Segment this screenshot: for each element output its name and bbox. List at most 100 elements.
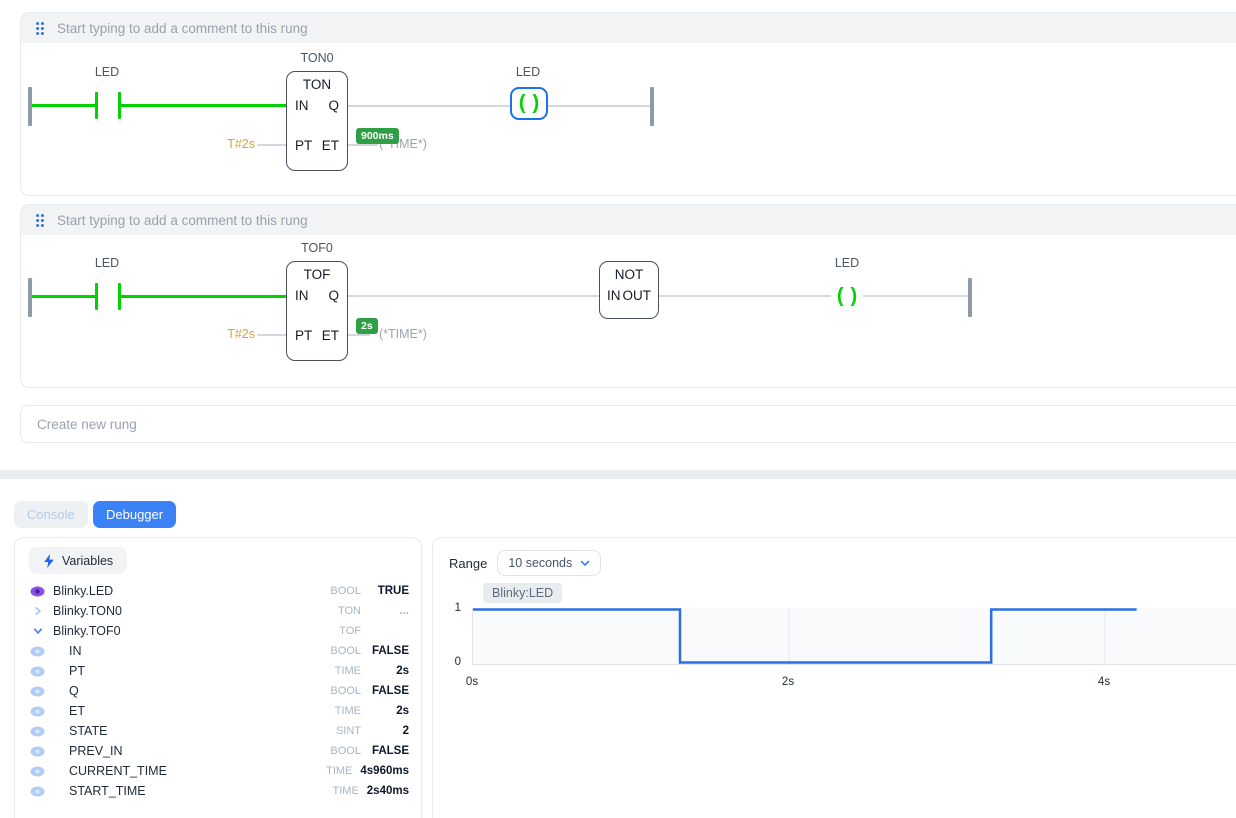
variable-name: ET (69, 704, 85, 718)
ton-block[interactable]: TON IN Q PT ET (286, 71, 348, 171)
block-instance-name[interactable]: TOF0 (301, 241, 333, 255)
variable-type: BOOL (330, 745, 361, 757)
variables-header-chip[interactable]: Variables (29, 547, 128, 574)
comment-placeholder: Start typing to add a comment to this ru… (57, 20, 308, 36)
variable-row[interactable]: START_TIME TIME 2s40ms (15, 781, 421, 801)
wire (348, 334, 370, 336)
variable-name: CURRENT_TIME (69, 764, 167, 778)
wire (548, 105, 650, 107)
tab-debugger[interactable]: Debugger (93, 501, 177, 528)
variable-value: 2s (396, 665, 409, 677)
pin-out: OUT (622, 288, 652, 303)
eye-icon[interactable] (30, 666, 45, 677)
signal-plot-area (472, 608, 1236, 665)
tab-console[interactable]: Console (14, 501, 88, 528)
variable-type: TOF (339, 625, 361, 637)
variable-value: TRUE (377, 585, 409, 597)
contact-bar[interactable] (118, 283, 121, 310)
eye-icon[interactable] (30, 706, 45, 717)
coil-paren-right: ) (532, 92, 540, 114)
variable-name: Blinky.TOF0 (53, 624, 121, 638)
variable-row[interactable]: PREV_IN BOOL FALSE (15, 741, 421, 761)
x-tick-4s: 4s (1097, 676, 1111, 688)
wire (121, 295, 286, 298)
variable-name: STATE (69, 724, 108, 738)
wire (121, 104, 286, 107)
not-block[interactable]: NOT IN OUT (599, 261, 659, 319)
variable-row[interactable]: ET TIME 2s (15, 701, 421, 721)
rung-2: Start typing to add a comment to this ru… (20, 204, 1236, 388)
bolt-icon (44, 553, 54, 568)
range-select[interactable]: 10 seconds (497, 550, 602, 576)
variable-name: Blinky.TON0 (53, 604, 123, 618)
variable-row[interactable]: PT TIME 2s (15, 661, 421, 681)
variables-list: Blinky.LED BOOL TRUE Blinky.TON0 TON ...… (15, 581, 421, 801)
eye-icon[interactable] (30, 726, 45, 737)
rung-2-comment-input[interactable]: Start typing to add a comment to this ru… (21, 205, 1236, 235)
debugger-chart-panel: Range 10 seconds Blinky:LED 1 0 0s 2s 4s (432, 537, 1236, 818)
contact-label: LED (94, 65, 120, 79)
pin-et: ET (321, 138, 339, 153)
eye-icon[interactable] (30, 786, 45, 797)
drag-handle-icon[interactable] (35, 213, 45, 228)
variable-row[interactable]: STATE SINT 2 (15, 721, 421, 741)
variable-row[interactable]: CURRENT_TIME TIME 4s960ms (15, 761, 421, 781)
variable-value: ... (399, 605, 409, 617)
led-coil[interactable]: ( ) (510, 87, 548, 120)
variable-name: Blinky.LED (53, 584, 114, 598)
chevron-right-icon[interactable] (30, 606, 45, 616)
y-tick-0: 0 (454, 656, 461, 668)
contact-label: LED (94, 256, 120, 270)
variable-value: 4s960ms (360, 765, 409, 777)
et-value-badge: 2s (356, 318, 378, 334)
left-power-rail (28, 278, 32, 317)
eye-icon[interactable] (30, 646, 45, 657)
chevron-down-icon (580, 560, 590, 566)
rung-1-comment-input[interactable]: Start typing to add a comment to this ru… (21, 13, 1236, 43)
y-tick-1: 1 (454, 602, 461, 614)
signal-chart-svg (473, 608, 1137, 665)
tof-block[interactable]: TOF IN Q PT ET (286, 261, 348, 361)
contact-bar[interactable] (95, 283, 98, 310)
chevron-down-icon[interactable] (30, 626, 45, 636)
pt-literal[interactable]: T#2s (227, 137, 255, 151)
eye-icon[interactable] (30, 746, 45, 757)
variable-type: TIME (332, 785, 359, 797)
variable-row[interactable]: IN BOOL FALSE (15, 641, 421, 661)
range-label: Range (449, 555, 488, 571)
pt-literal[interactable]: T#2s (227, 327, 255, 341)
variable-value: 2 (402, 725, 409, 737)
create-rung-input[interactable] (20, 405, 1236, 443)
right-power-rail (968, 278, 972, 317)
coil-paren-left: ( (518, 92, 526, 114)
wire (659, 295, 831, 297)
block-instance-name[interactable]: TON0 (300, 51, 334, 65)
variable-value: 2s (396, 705, 409, 717)
variable-row[interactable]: Blinky.LED BOOL TRUE (15, 581, 421, 601)
eye-icon[interactable] (30, 586, 45, 597)
drag-handle-icon[interactable] (35, 21, 45, 36)
variable-row[interactable]: Blinky.TOF0 TOF (15, 621, 421, 641)
variable-type: BOOL (330, 685, 361, 697)
variable-value: FALSE (371, 745, 409, 757)
panel-splitter[interactable] (0, 470, 1236, 479)
block-type-label: TOF (303, 267, 331, 282)
contact-bar[interactable] (95, 92, 98, 119)
variable-type: BOOL (330, 645, 361, 657)
variables-header-label: Variables (62, 553, 114, 568)
wire (863, 295, 968, 297)
coil-paren-left: ( (836, 284, 844, 307)
eye-icon[interactable] (30, 686, 45, 697)
led-coil[interactable]: ( ) (821, 281, 873, 311)
variables-panel: Variables Blinky.LED BOOL TRUE Blinky.TO… (14, 537, 422, 818)
contact-bar[interactable] (118, 92, 121, 119)
left-power-rail (28, 87, 32, 126)
variable-row[interactable]: Blinky.TON0 TON ... (15, 601, 421, 621)
wire (32, 295, 95, 298)
variable-type: SINT (335, 725, 361, 737)
variable-row[interactable]: Q BOOL FALSE (15, 681, 421, 701)
et-comment: (*TIME*) (379, 327, 427, 341)
variable-name: PREV_IN (69, 744, 123, 758)
eye-icon[interactable] (30, 766, 45, 777)
